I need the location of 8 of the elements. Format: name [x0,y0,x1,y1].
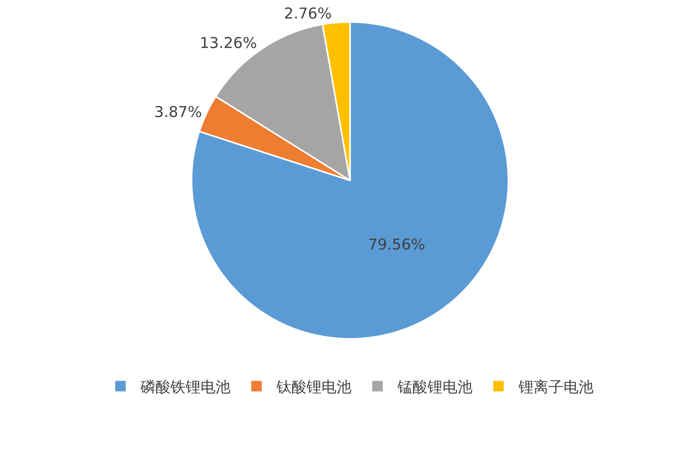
data-label: 79.56% [368,235,426,254]
legend-label: 锂离子电池 [518,378,594,396]
legend-label: 钛酸锂电池 [276,378,352,396]
legend-label: 锰酸锂电池 [396,378,472,396]
data-label: 3.87% [154,102,202,121]
data-label: 13.26% [200,34,257,52]
legend-label: 磷酸铁锂电池 [140,378,230,396]
data-label: 2.76% [284,4,332,23]
